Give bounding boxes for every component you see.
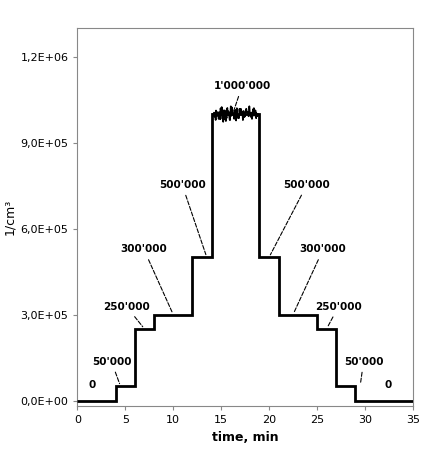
Text: 250'000: 250'000	[315, 302, 362, 326]
Text: 300'000: 300'000	[120, 244, 172, 312]
X-axis label: time, min: time, min	[212, 431, 278, 444]
Text: 250'000: 250'000	[103, 302, 150, 327]
Text: 0: 0	[89, 380, 96, 389]
Text: 0: 0	[384, 380, 391, 389]
Y-axis label: particle number concentration,
1/cm³: particle number concentration, 1/cm³	[0, 120, 16, 315]
Text: 300'000: 300'000	[294, 244, 347, 312]
Text: 500'000: 500'000	[270, 180, 330, 255]
Text: 50'000: 50'000	[92, 357, 131, 383]
Text: 500'000: 500'000	[159, 180, 206, 255]
Text: 1'000'000: 1'000'000	[213, 81, 271, 111]
Text: 50'000: 50'000	[344, 357, 383, 383]
